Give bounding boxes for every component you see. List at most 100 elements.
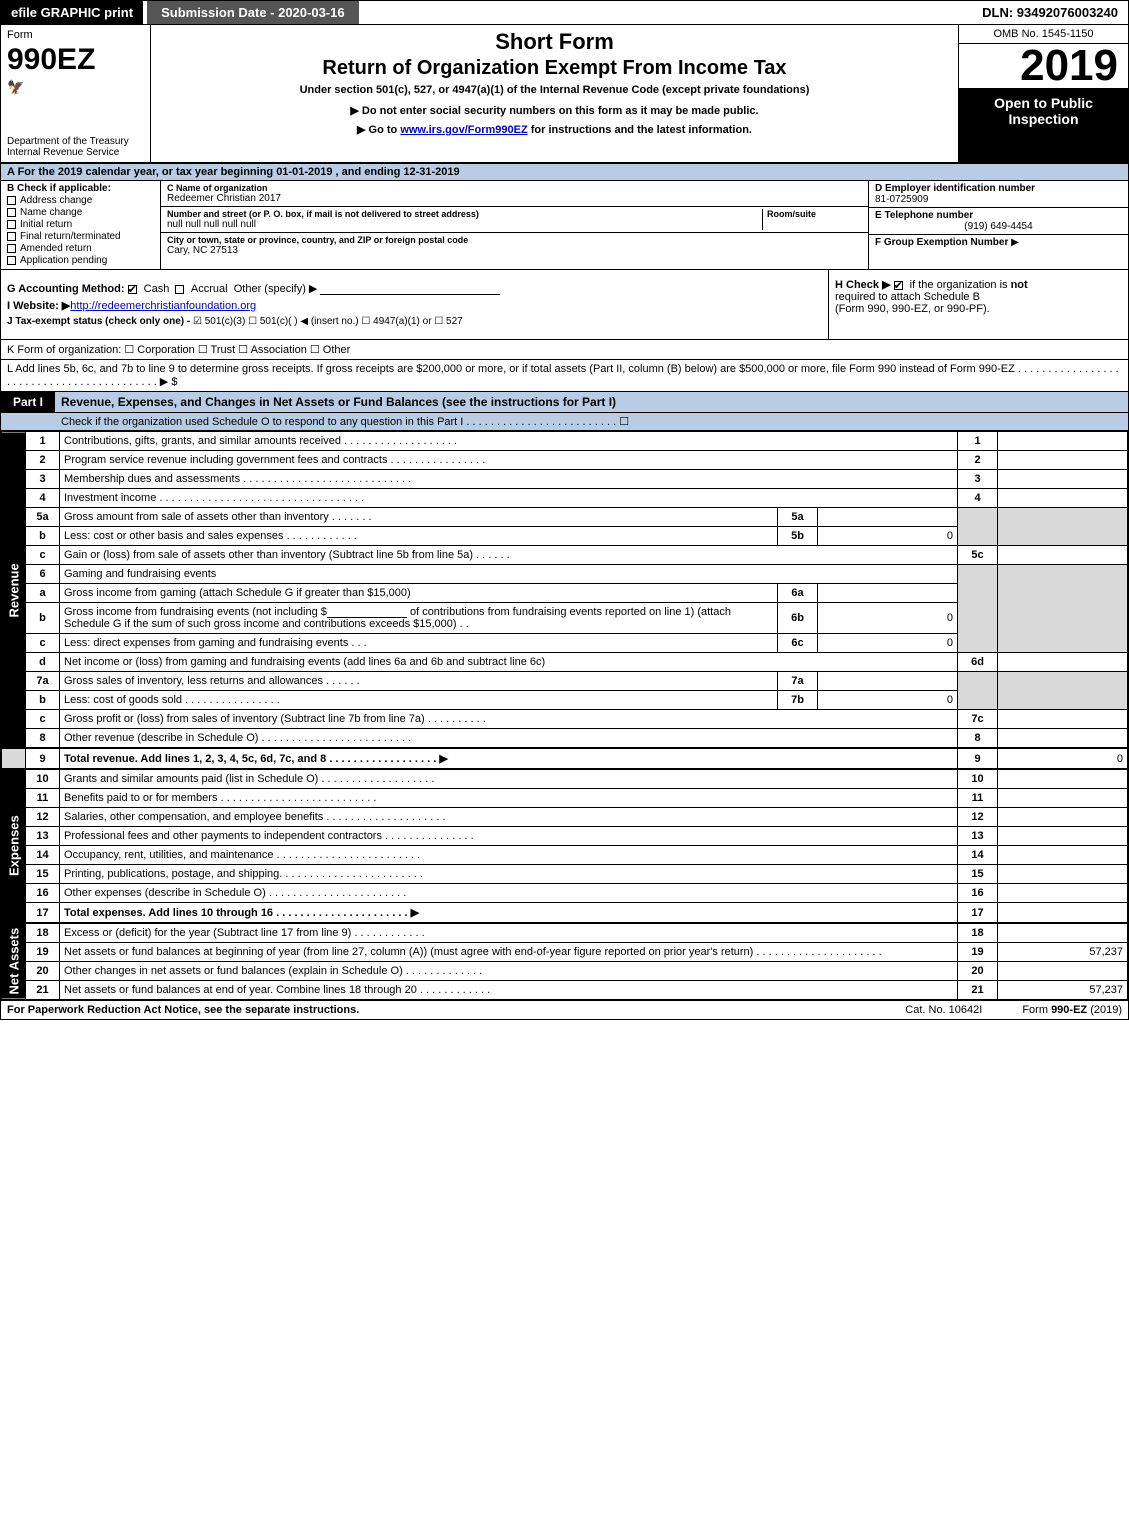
website-link[interactable]: http://redeemerchristianfoundation.org [70, 300, 256, 312]
section-c-org-info: C Name of organization Redeemer Christia… [161, 181, 868, 269]
lines-table: Revenue 1 Contributions, gifts, grants, … [1, 431, 1128, 1000]
line-num: 8 [26, 729, 60, 749]
table-row: 9 Total revenue. Add lines 1, 2, 3, 4, 5… [2, 748, 1128, 769]
gh-block: G Accounting Method: Cash Accrual Other … [1, 270, 1128, 340]
line-desc: Professional fees and other payments to … [60, 827, 958, 846]
j-label: J Tax-exempt status (check only one) - [7, 316, 193, 327]
open-to-public-badge: Open to Public Inspection [959, 89, 1128, 162]
amt-num: 3 [958, 470, 998, 489]
section-b-checks: B Check if applicable: Address change Na… [1, 181, 161, 269]
amt-value [998, 546, 1128, 565]
amt-num: 8 [958, 729, 998, 749]
table-row: 6 Gaming and fundraising events [2, 565, 1128, 584]
check-application-pending[interactable]: Application pending [7, 255, 154, 266]
expenses-side-label: Expenses [2, 769, 26, 923]
tax-year: 2019 [959, 44, 1128, 89]
shade-cell [958, 565, 998, 653]
line-num: 14 [26, 846, 60, 865]
l6b-d1: Gross income from fundraising events (no… [64, 606, 327, 618]
sub-amt: 0 [818, 527, 958, 546]
sub-num: 6a [778, 584, 818, 603]
amt-num: 14 [958, 846, 998, 865]
other-specify-input[interactable] [320, 294, 500, 295]
line-desc: Less: cost or other basis and sales expe… [60, 527, 778, 546]
h-label: H Check ▶ [835, 279, 891, 291]
amt-value [998, 962, 1128, 981]
table-row: 2 Program service revenue including gove… [2, 451, 1128, 470]
line-desc: Benefits paid to or for members . . . . … [60, 789, 958, 808]
line-num: 20 [26, 962, 60, 981]
line-num: c [26, 634, 60, 653]
line-num: 2 [26, 451, 60, 470]
return-title: Return of Organization Exempt From Incom… [157, 57, 952, 80]
sub-amt: 0 [818, 634, 958, 653]
line-desc: Net assets or fund balances at end of ye… [60, 981, 958, 1000]
amt-num: 18 [958, 923, 998, 943]
irs-link[interactable]: www.irs.gov/Form990EZ [400, 124, 527, 136]
line-num: 19 [26, 943, 60, 962]
efile-print-button[interactable]: efile GRAPHIC print [1, 1, 143, 24]
amt-value [998, 903, 1128, 924]
form-number: 990EZ [7, 43, 144, 77]
amt-value [998, 923, 1128, 943]
amt-value [998, 470, 1128, 489]
check-initial-return[interactable]: Initial return [7, 219, 154, 230]
irs-logo-icon: 🦅 [7, 79, 144, 96]
check-final-return[interactable]: Final return/terminated [7, 231, 154, 242]
line-desc: Total expenses. Add lines 10 through 16 … [60, 903, 958, 924]
header-center: Short Form Return of Organization Exempt… [151, 25, 958, 162]
table-row: 11 Benefits paid to or for members . . .… [2, 789, 1128, 808]
amt-value [998, 769, 1128, 789]
check-address-change[interactable]: Address change [7, 195, 154, 206]
shade-cell [998, 508, 1128, 546]
part-i-check-line: Check if the organization used Schedule … [1, 413, 1128, 431]
table-row: 16 Other expenses (describe in Schedule … [2, 884, 1128, 903]
footer-suffix: (2019) [1087, 1004, 1122, 1016]
line-desc: Gross income from gaming (attach Schedul… [60, 584, 778, 603]
check-accrual[interactable] [175, 285, 184, 294]
line-desc: Contributions, gifts, grants, and simila… [60, 432, 958, 451]
line-desc: Gross profit or (loss) from sales of inv… [60, 710, 958, 729]
sub-amt [818, 672, 958, 691]
line-desc: Gain or (loss) from sale of assets other… [60, 546, 958, 565]
amt-num: 6d [958, 653, 998, 672]
line-num: c [26, 710, 60, 729]
table-row: c Gross profit or (loss) from sales of i… [2, 710, 1128, 729]
sub-amt [818, 508, 958, 527]
sub-amt [818, 584, 958, 603]
top-bar: efile GRAPHIC print Submission Date - 20… [1, 1, 1128, 25]
table-row: 12 Salaries, other compensation, and emp… [2, 808, 1128, 827]
table-row: c Gain or (loss) from sale of assets oth… [2, 546, 1128, 565]
addr-value: null null null null null [167, 219, 762, 230]
line-desc: Membership dues and assessments . . . . … [60, 470, 958, 489]
header-left: Form 990EZ 🦅 Department of the Treasury … [1, 25, 151, 162]
line-num: c [26, 546, 60, 565]
city-row: City or town, state or province, country… [161, 233, 868, 258]
form-label: Form [7, 29, 144, 41]
b-label: B Check if applicable: [7, 183, 154, 194]
net-assets-side-label: Net Assets [2, 923, 26, 1000]
line-num: 13 [26, 827, 60, 846]
c-label: C Name of organization [167, 183, 862, 193]
goto-instructions: ▶ Go to www.irs.gov/Form990EZ for instru… [157, 123, 952, 136]
amt-num: 15 [958, 865, 998, 884]
table-row: 8 Other revenue (describe in Schedule O)… [2, 729, 1128, 749]
line-num: 16 [26, 884, 60, 903]
ein-value: 81-0725909 [875, 194, 1122, 205]
phone-value: (919) 649-4454 [875, 221, 1122, 232]
check-cash[interactable] [128, 285, 137, 294]
amt-num: 21 [958, 981, 998, 1000]
amt-value [998, 884, 1128, 903]
d-label: D Employer identification number [875, 183, 1122, 194]
check-amended-return[interactable]: Amended return [7, 243, 154, 254]
line-desc: Excess or (deficit) for the year (Subtra… [60, 923, 958, 943]
check-schedule-b[interactable] [894, 281, 903, 290]
row-l-gross-receipts: L Add lines 5b, 6c, and 7b to line 9 to … [1, 360, 1128, 392]
check-name-change[interactable]: Name change [7, 207, 154, 218]
short-form-title: Short Form [157, 29, 952, 55]
table-row: 21 Net assets or fund balances at end of… [2, 981, 1128, 1000]
j-tax-exempt: J Tax-exempt status (check only one) - ☑… [7, 316, 822, 327]
address-row: Number and street (or P. O. box, if mail… [161, 207, 868, 233]
line-num: b [26, 603, 60, 634]
other-label: Other (specify) ▶ [234, 283, 318, 295]
